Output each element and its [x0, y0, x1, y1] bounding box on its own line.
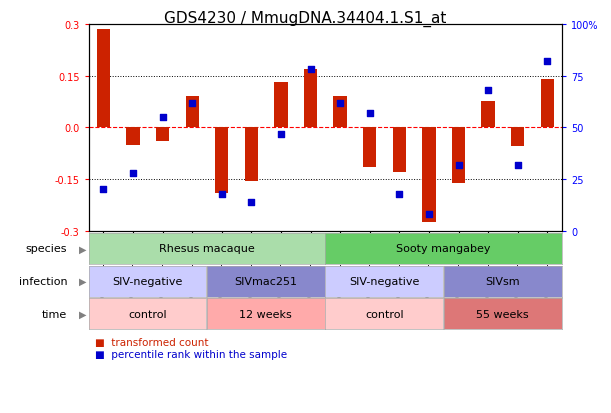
- Bar: [156, 128, 169, 142]
- Bar: [304, 69, 317, 128]
- Text: ▶: ▶: [79, 309, 86, 319]
- Bar: [97, 30, 110, 128]
- Text: ▶: ▶: [79, 276, 86, 287]
- Text: 12 weeks: 12 weeks: [240, 309, 292, 319]
- Bar: [511, 128, 524, 147]
- Point: [128, 170, 138, 177]
- Text: SIV-negative: SIV-negative: [112, 276, 183, 287]
- Point: [246, 199, 256, 206]
- Point: [543, 59, 552, 65]
- Point: [365, 110, 375, 117]
- Bar: [274, 83, 288, 128]
- Point: [98, 187, 108, 193]
- Bar: [452, 128, 465, 183]
- Text: species: species: [26, 244, 67, 254]
- Text: Sooty mangabey: Sooty mangabey: [396, 244, 491, 254]
- Text: ▶: ▶: [79, 244, 86, 254]
- Bar: [126, 128, 140, 145]
- Text: 55 weeks: 55 weeks: [477, 309, 529, 319]
- Text: GDS4230 / MmugDNA.34404.1.S1_at: GDS4230 / MmugDNA.34404.1.S1_at: [164, 10, 447, 26]
- Text: SIVmac251: SIVmac251: [235, 276, 298, 287]
- Text: Rhesus macaque: Rhesus macaque: [159, 244, 255, 254]
- Bar: [215, 128, 229, 193]
- Text: SIV-negative: SIV-negative: [349, 276, 419, 287]
- Point: [513, 162, 522, 169]
- Bar: [245, 128, 258, 181]
- Text: ■  percentile rank within the sample: ■ percentile rank within the sample: [95, 349, 287, 359]
- Point: [306, 67, 315, 74]
- Point: [424, 211, 434, 218]
- Text: ■  transformed count: ■ transformed count: [95, 337, 208, 347]
- Point: [483, 88, 493, 94]
- Bar: [363, 128, 376, 168]
- Bar: [481, 102, 495, 128]
- Point: [335, 100, 345, 107]
- Point: [276, 131, 286, 138]
- Text: control: control: [128, 309, 167, 319]
- Point: [188, 100, 197, 107]
- Point: [217, 191, 227, 197]
- Point: [158, 114, 167, 121]
- Bar: [541, 80, 554, 128]
- Point: [395, 191, 404, 197]
- Text: SIVsm: SIVsm: [485, 276, 520, 287]
- Point: [453, 162, 463, 169]
- Bar: [186, 97, 199, 128]
- Bar: [393, 128, 406, 173]
- Text: infection: infection: [18, 276, 67, 287]
- Bar: [422, 128, 436, 223]
- Bar: [334, 97, 347, 128]
- Text: control: control: [365, 309, 403, 319]
- Text: time: time: [42, 309, 67, 319]
